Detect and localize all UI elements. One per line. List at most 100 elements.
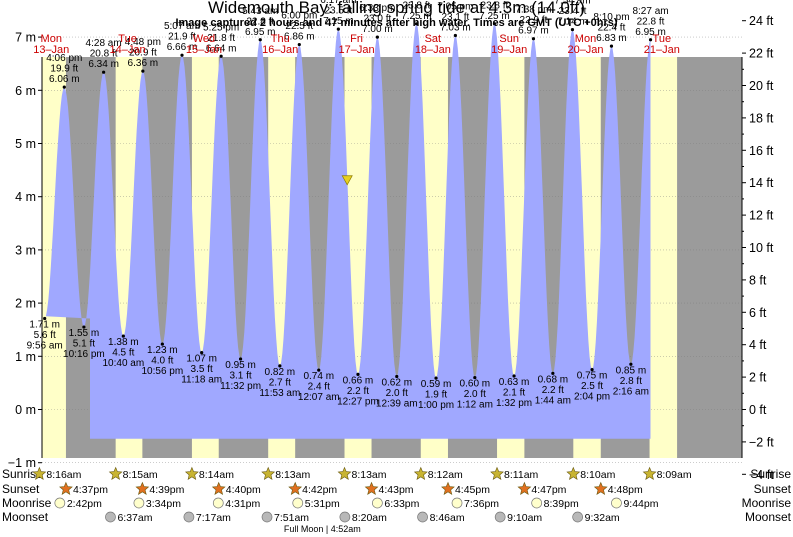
low-tide-point	[512, 374, 516, 378]
tide-height-ft: 20.9 ft	[129, 48, 157, 59]
high-tide-point	[570, 28, 575, 32]
sunrise-icon	[413, 466, 428, 480]
sunset-icon	[288, 481, 303, 495]
right-tick-label: 10 ft	[749, 241, 774, 255]
tide-height-ft: 2.7 ft	[269, 377, 291, 388]
tide-time: 4:28 am	[86, 38, 122, 49]
sunrise-event: 8:15am	[108, 466, 158, 481]
moonset-row-label-right: Moonset	[745, 510, 792, 524]
day-date: 15–Jan	[186, 44, 222, 56]
high-tide-point	[258, 38, 262, 42]
high-tide-point	[180, 53, 184, 57]
tide-height-m: 0.74 m	[303, 371, 334, 382]
low-tide-point	[434, 376, 438, 380]
tide-height-m: 7.00 m	[362, 24, 393, 35]
sunrise-icon	[642, 466, 657, 480]
tide-time: 10:40 am	[102, 358, 144, 369]
moonset-event: 8:46am	[417, 511, 465, 524]
sunrise-time: 8:15am	[123, 469, 158, 481]
low-tide-label: 0.59 m1.9 ft1:00 pm	[418, 379, 454, 411]
tide-height-ft: 2.1 ft	[503, 387, 525, 398]
moonrise-event: 5:31pm	[292, 497, 340, 510]
chart-subtitle: Image captured 2 hours and 47 minutes af…	[175, 17, 618, 29]
low-tide-point	[473, 375, 477, 380]
moonset-time: 7:51am	[274, 512, 309, 524]
tide-height-ft: 2.0 ft	[386, 388, 408, 399]
tide-height-ft: 21.8 ft	[207, 33, 235, 44]
moonrise-time: 4:31pm	[225, 498, 260, 510]
tide-height-ft: 1.9 ft	[425, 390, 447, 401]
moonrise-event: 9:44pm	[611, 497, 659, 510]
moonset-event: 7:51am	[261, 511, 309, 524]
moonset-icon	[417, 511, 428, 523]
sunset-time: 4:48pm	[608, 484, 643, 496]
tide-height-m: 0.85 m	[616, 365, 647, 376]
sunrise-time: 8:13am	[275, 469, 310, 481]
tide-height-m: 7.25 m	[479, 11, 510, 22]
tide-time: 11:32 pm	[220, 381, 261, 392]
low-tide-label: 0.63 m2.1 ft1:32 pm	[496, 377, 532, 409]
moonset-time: 7:17am	[196, 512, 231, 524]
moonrise-icon	[54, 497, 66, 509]
tide-height-ft: 4.0 ft	[151, 356, 173, 367]
high-tide-point	[492, 22, 497, 26]
tide-height-m: 7.25 m	[401, 11, 432, 22]
tide-height-m: 6.97 m	[518, 26, 549, 37]
high-tide-point	[414, 22, 419, 26]
tide-height-m: 0.75 m	[577, 371, 608, 382]
right-tick-label: −2 ft	[749, 435, 774, 449]
high-tide-point	[609, 44, 614, 48]
low-tide-point	[356, 372, 360, 376]
sunrise-time: 8:13am	[352, 469, 387, 481]
day-of-week: Sun	[499, 33, 519, 45]
moonset-event: 7:17am	[183, 511, 231, 524]
tide-time: 4:48 pm	[125, 37, 161, 48]
day-of-week: Mon	[575, 33, 596, 45]
tide-height-ft: 21.9 ft	[168, 32, 196, 43]
day-of-week: Wed	[193, 33, 215, 45]
moonrise-event: 8:39pm	[531, 497, 579, 510]
right-tick-label: 2 ft	[749, 371, 767, 385]
tide-height-m: 6.95 m	[635, 27, 666, 38]
moonset-time: 8:20am	[352, 512, 387, 524]
low-tide-point	[395, 374, 399, 379]
tide-time: 1:44 am	[535, 395, 571, 406]
tide-time: 7:38 pm	[515, 5, 551, 16]
moonset-icon	[105, 511, 116, 523]
sunset-icon	[211, 481, 226, 495]
sunset-icon	[59, 481, 73, 495]
sunrise-event: 8:13am	[261, 466, 310, 481]
sunset-time: 4:45pm	[455, 484, 490, 496]
right-tick-label: −4 ft	[749, 468, 774, 482]
low-tide-point	[629, 362, 633, 366]
tide-height-m: 0.63 m	[499, 377, 530, 388]
tide-height-m: 6.86 m	[284, 32, 315, 43]
sunset-time: 4:37pm	[73, 484, 108, 496]
tide-height-ft: 2.2 ft	[542, 385, 564, 396]
right-tick-label: 20 ft	[749, 79, 774, 93]
tide-time: 2:04 pm	[574, 392, 610, 403]
sunset-time: 4:42pm	[302, 484, 337, 496]
moonrise-time: 6:33pm	[384, 498, 419, 510]
tide-time: 1:00 pm	[418, 400, 454, 411]
day-date: 18–Jan	[415, 44, 451, 56]
tide-height-ft: 2.5 ft	[581, 381, 603, 392]
sunrise-icon	[32, 466, 47, 480]
sunset-icon	[593, 481, 608, 495]
moonrise-icon	[292, 497, 304, 509]
tide-time: 6:00 pm	[281, 11, 317, 22]
sunrise-event: 8:12am	[413, 466, 463, 481]
sunset-event: 4:43pm	[364, 481, 414, 496]
day-date: 16–Jan	[262, 44, 298, 56]
moonset-time: 9:32am	[585, 512, 620, 524]
right-tick-label: 8 ft	[749, 273, 767, 287]
